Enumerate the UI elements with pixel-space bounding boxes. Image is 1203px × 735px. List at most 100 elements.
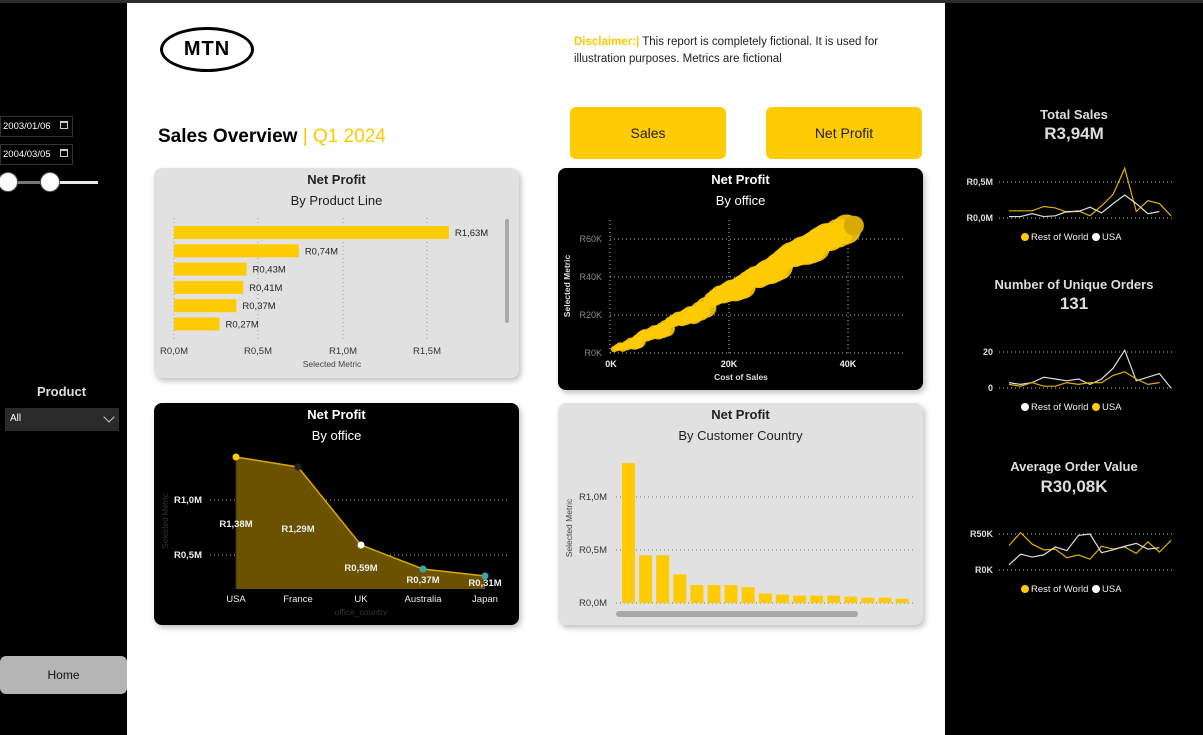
product-line-bar-chart: R1,63M R0,74M R0,43M R0,41M R0,37M R0,27M R0,… xyxy=(160,218,509,369)
svg-text:R0,5M: R0,5M xyxy=(579,545,607,556)
svg-text:R0,31M: R0,31M xyxy=(468,578,501,589)
window-top-bar xyxy=(0,0,1203,3)
start-date-input[interactable]: 2003/01/06 xyxy=(0,116,73,137)
end-date-value: 2004/03/05 xyxy=(3,149,51,160)
svg-text:USA: USA xyxy=(1102,402,1122,413)
start-date-value: 2003/01/06 xyxy=(3,121,51,132)
svg-text:R1,38M: R1,38M xyxy=(219,519,252,530)
svg-text:R0K: R0K xyxy=(975,565,994,575)
svg-text:R0,41M: R0,41M xyxy=(249,283,282,294)
card-subtitle: By Customer Country xyxy=(678,428,803,443)
svg-text:R1,0M: R1,0M xyxy=(174,495,202,506)
svg-text:20: 20 xyxy=(983,347,993,357)
product-filter-label: Product xyxy=(36,384,87,399)
kpi-avg-order-value: R30,08K xyxy=(1040,477,1108,496)
svg-text:Selected Metric: Selected Metric xyxy=(161,493,170,548)
svg-text:USA: USA xyxy=(1102,584,1122,595)
svg-text:R1,0M: R1,0M xyxy=(329,346,357,357)
svg-text:0: 0 xyxy=(988,383,993,393)
title-separator: | xyxy=(302,126,308,147)
kpi-total-sales-value: R3,94M xyxy=(1044,124,1104,143)
period-label: Q1 2024 xyxy=(312,126,386,147)
svg-text:Rest of World: Rest of World xyxy=(1031,232,1088,243)
svg-text:Selected Metric: Selected Metric xyxy=(562,255,572,318)
horizontal-scrollbar xyxy=(616,611,858,617)
card-subtitle: By office xyxy=(311,428,362,443)
end-date-input[interactable]: 2004/03/05 xyxy=(0,144,73,165)
disclaimer-label: Disclaimer:| xyxy=(574,36,640,48)
svg-text:R0,59M: R0,59M xyxy=(344,563,377,574)
svg-text:R0,43M: R0,43M xyxy=(253,265,286,276)
svg-text:20K: 20K xyxy=(721,359,738,369)
date-slider-range xyxy=(0,181,50,184)
report-canvas: MTN Disclaimer:| This report is complete… xyxy=(127,3,945,735)
disclaimer: Disclaimer:| This report is completely f… xyxy=(574,34,914,68)
svg-text:UK: UK xyxy=(354,594,368,605)
svg-text:Rest of World: Rest of World xyxy=(1031,584,1088,595)
office-scatter-chart: R60K R40K R20K R0K 0K 20K 40K Cost of Sales S… xyxy=(562,214,905,382)
total-sales-sparkline: R0,0M R0,5M Rest of World USA xyxy=(966,166,1173,243)
date-slider-start-handle[interactable] xyxy=(0,172,18,192)
product-line-chart-card: Net Profit By Product Line R1,63M R0,74M R… xyxy=(154,168,519,378)
card-title: Net Profit xyxy=(711,407,770,422)
page-title: Sales Overview | Q1 2024 xyxy=(158,126,386,148)
calendar-icon[interactable] xyxy=(60,121,68,129)
kpi-avg-order-title: Average Order Value xyxy=(1010,459,1138,474)
svg-text:R40K: R40K xyxy=(579,272,602,282)
svg-text:R60K: R60K xyxy=(579,234,602,244)
svg-text:R0,5M: R0,5M xyxy=(174,550,202,561)
kpi-unique-orders-title: Number of Unique Orders xyxy=(994,277,1154,292)
svg-text:R50K: R50K xyxy=(970,529,994,539)
office-area-chart: R1,0M R0,5M Selected Metric R1,38M R1,29M R… xyxy=(161,453,510,617)
svg-text:R0,0M: R0,0M xyxy=(160,346,188,357)
mtn-logo: MTN xyxy=(160,27,254,72)
svg-text:R1,5M: R1,5M xyxy=(413,346,441,357)
card-title: Net Profit xyxy=(711,172,770,187)
x-axis-title: Selected Metric xyxy=(303,359,362,369)
date-slider-end-handle[interactable] xyxy=(40,172,60,192)
card-subtitle: By Product Line xyxy=(290,193,383,208)
kpi-total-sales-title: Total Sales xyxy=(1040,107,1108,122)
svg-text:Selected Metric: Selected Metric xyxy=(564,498,574,557)
office-area-card: Net Profit By office R1,0M R0,5M Selected… xyxy=(154,403,519,625)
svg-text:R1,63M: R1,63M xyxy=(455,228,488,239)
svg-text:USA: USA xyxy=(1102,232,1122,243)
svg-text:R1,29M: R1,29M xyxy=(281,524,314,535)
svg-text:Rest of World: Rest of World xyxy=(1031,402,1088,413)
page-title-text: Sales Overview xyxy=(158,126,298,147)
calendar-icon[interactable] xyxy=(60,149,68,157)
customer-country-card: Net Profit By Customer Country R1,0M R0,5… xyxy=(558,403,923,625)
svg-text:R20K: R20K xyxy=(579,310,602,320)
svg-text:R0,5M: R0,5M xyxy=(244,346,272,357)
kpi-unique-orders-value: 131 xyxy=(1059,294,1089,313)
office-scatter-card: Net Profit By office R60K R40K R20K R0K 0K 2… xyxy=(558,168,923,390)
product-dropdown-value: All xyxy=(10,413,22,424)
sales-button[interactable]: Sales xyxy=(570,107,726,159)
svg-text:office_country: office_country xyxy=(335,607,389,617)
card-title: Net Profit xyxy=(307,172,366,187)
svg-text:40K: 40K xyxy=(840,359,857,369)
svg-text:0K: 0K xyxy=(605,359,617,369)
svg-text:R0,37M: R0,37M xyxy=(406,575,439,586)
card-subtitle: By office xyxy=(715,193,766,208)
card-title: Net Profit xyxy=(307,407,366,422)
disclaimer-text: This report is completely fictional. It … xyxy=(574,36,879,65)
home-button[interactable]: Home xyxy=(0,656,127,694)
svg-text:R0,37M: R0,37M xyxy=(242,301,275,312)
svg-text:Cost of Sales: Cost of Sales xyxy=(714,372,768,382)
svg-text:R0,74M: R0,74M xyxy=(305,246,338,257)
svg-text:R0,27M: R0,27M xyxy=(226,320,259,331)
svg-text:R0,0M: R0,0M xyxy=(579,598,607,609)
svg-text:Japan: Japan xyxy=(472,594,498,605)
svg-text:R0,0M: R0,0M xyxy=(966,213,993,223)
product-dropdown[interactable]: All xyxy=(5,408,119,431)
chevron-down-icon xyxy=(103,411,115,423)
svg-text:France: France xyxy=(283,594,313,605)
svg-text:R1,0M: R1,0M xyxy=(579,492,607,503)
svg-text:USA: USA xyxy=(226,594,246,605)
customer-country-bar-chart: R1,0M R0,5M R0,0M Selected Metric xyxy=(564,463,914,617)
unique-orders-sparkline: 0 20 Rest of World USA xyxy=(983,347,1173,413)
svg-text:R0,5M: R0,5M xyxy=(966,177,993,187)
kpi-panel: Total Sales R3,94M R0,0M R0,5M Rest of Wor… xyxy=(945,3,1203,735)
net-profit-button[interactable]: Net Profit xyxy=(766,107,922,159)
